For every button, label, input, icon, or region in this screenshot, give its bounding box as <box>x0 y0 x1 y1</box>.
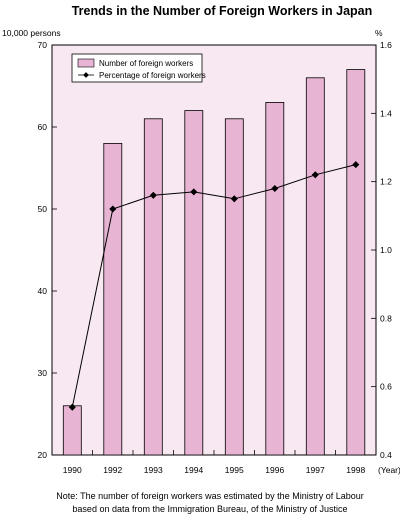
right-axis: 0.4 0.6 0.8 1.0 1.2 1.4 1.6 <box>371 40 392 460</box>
right-axis-unit: % <box>375 28 383 38</box>
legend-line-marker <box>83 72 89 78</box>
right-tick-label: 1.4 <box>380 108 392 118</box>
legend-line-label: Percentage of foreign workers <box>99 71 206 80</box>
bar-series <box>62 69 366 456</box>
left-tick-label: 70 <box>38 40 48 50</box>
legend: Number of foreign workers Percentage of … <box>71 53 206 83</box>
left-tick-label: 60 <box>38 122 48 132</box>
x-tick-label: 1997 <box>306 465 325 475</box>
right-tick-label: 0.6 <box>380 382 392 392</box>
line-point <box>190 188 198 196</box>
note-line-1: Note: The number of foreign workers was … <box>56 491 363 501</box>
bar <box>103 142 123 456</box>
line-point <box>230 195 238 203</box>
right-tick-label: 0.4 <box>380 450 392 460</box>
left-tick-label: 20 <box>38 450 48 460</box>
bar <box>305 77 325 456</box>
bar <box>143 118 163 456</box>
line-series <box>68 161 360 411</box>
x-axis-unit: (Year) <box>378 465 400 475</box>
right-tick-label: 1.2 <box>380 177 392 187</box>
bar <box>184 110 204 456</box>
legend-bar-label: Number of foreign workers <box>99 59 193 68</box>
x-tick-label: 1998 <box>346 465 365 475</box>
x-tick-label: 1993 <box>144 465 163 475</box>
bar <box>224 118 244 456</box>
right-tick-label: 1.0 <box>380 245 392 255</box>
line-point <box>109 205 117 213</box>
note-line-2: based on data from the Immigration Burea… <box>72 504 347 514</box>
legend-box <box>71 53 203 83</box>
left-tick-label: 30 <box>38 368 48 378</box>
x-tick-label: 1992 <box>103 465 122 475</box>
line-point <box>271 184 279 193</box>
legend-bar-swatch <box>77 58 95 68</box>
plot-area <box>51 44 377 456</box>
right-tick-label: 1.6 <box>380 40 392 50</box>
bar <box>265 102 285 456</box>
x-tick-label: 1996 <box>265 465 284 475</box>
x-tick-label: 1990 <box>63 465 82 475</box>
x-tick-label: 1995 <box>225 465 244 475</box>
line-point <box>352 161 360 169</box>
left-tick-label: 40 <box>38 286 48 296</box>
line-point <box>311 171 319 179</box>
bar <box>346 69 366 456</box>
left-axis: 20 30 40 50 60 70 <box>38 40 57 460</box>
right-tick-label: 0.8 <box>380 313 392 323</box>
chart-title: Trends in the Number of Foreign Workers … <box>72 4 373 18</box>
percentage-line <box>71 164 356 408</box>
left-axis-unit: 10,000 persons <box>2 28 61 38</box>
left-tick-label: 50 <box>38 204 48 214</box>
bar <box>62 405 82 456</box>
x-tick-label: 1994 <box>184 465 203 475</box>
line-point <box>149 191 157 199</box>
x-axis: 1990 1992 1993 1994 1995 1996 1997 1998 <box>63 450 365 475</box>
line-point <box>68 403 76 411</box>
